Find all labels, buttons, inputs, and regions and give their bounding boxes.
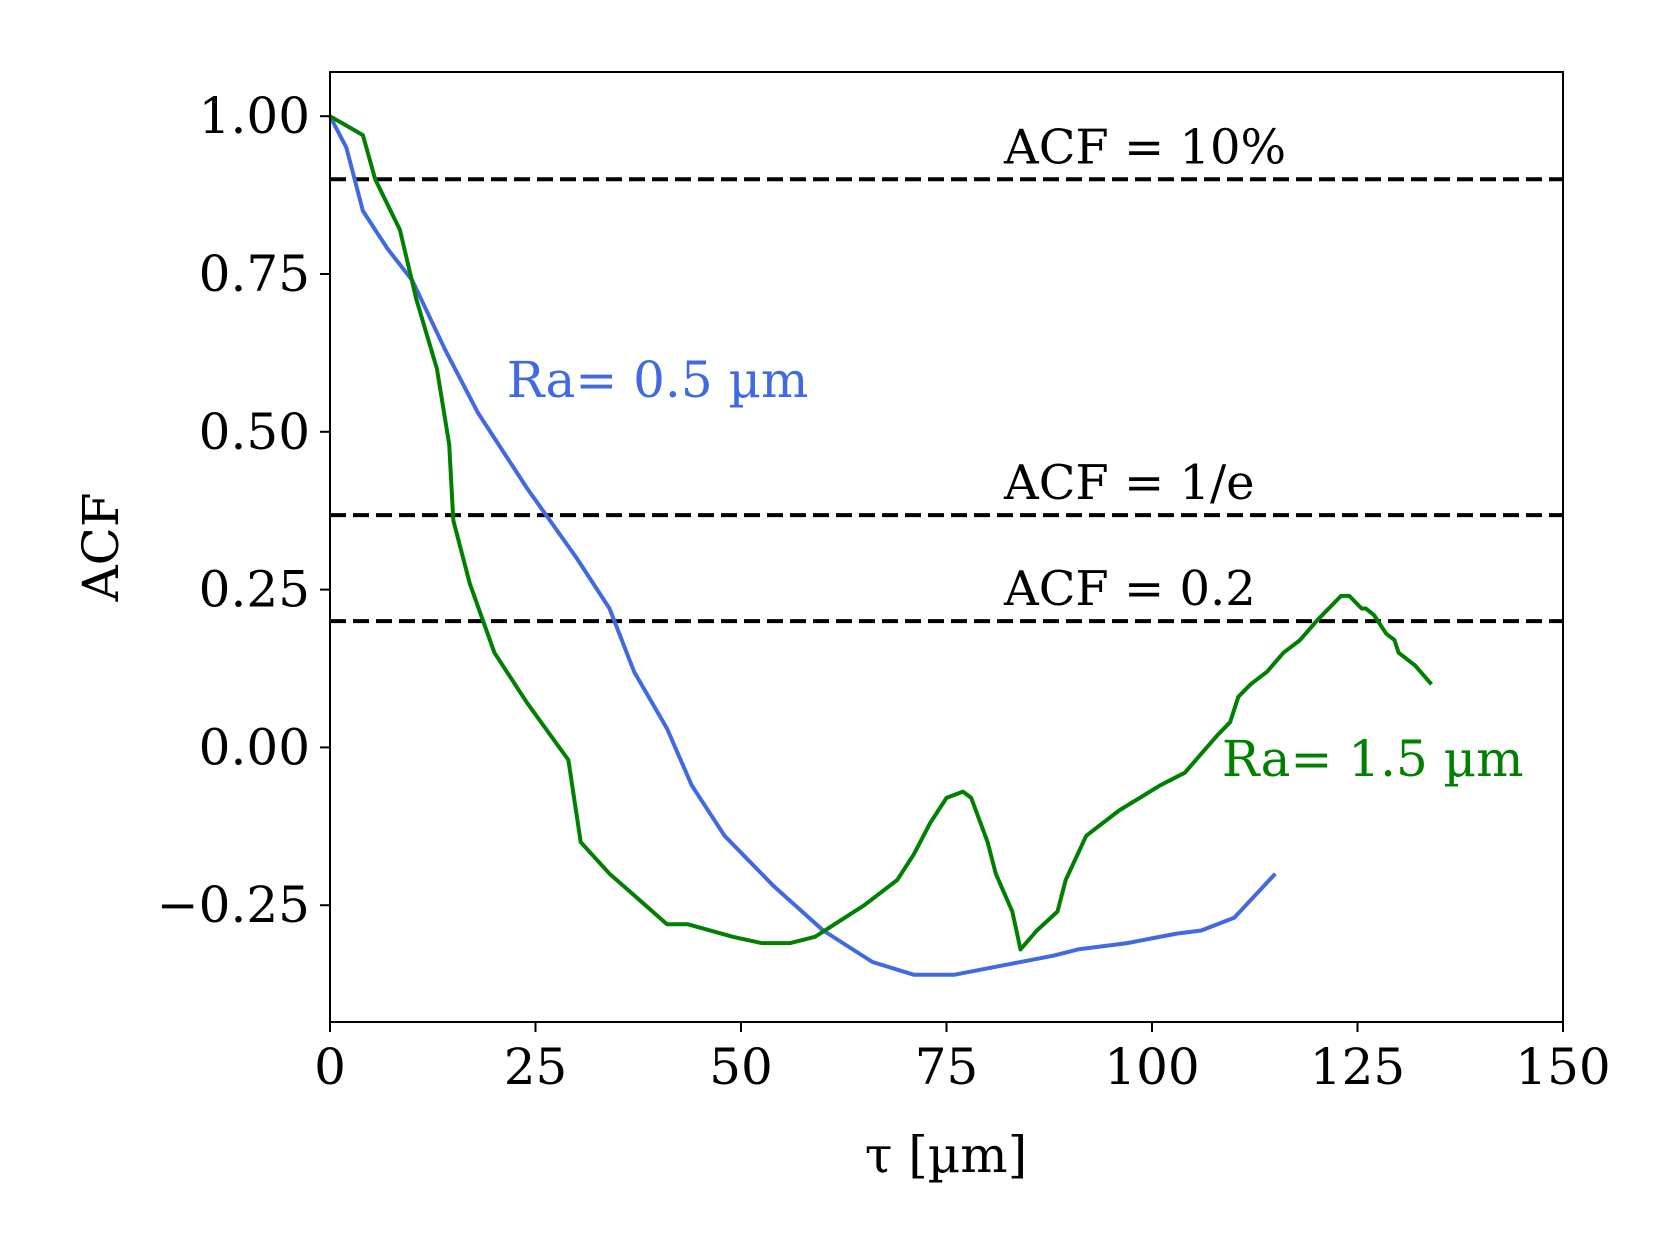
y-tick-label-1: 0.75: [199, 245, 310, 303]
y-tick-label-5: −0.25: [157, 876, 310, 934]
series-labels: Ra= 0.5 µm Ra= 1.5 µm: [507, 351, 1524, 788]
y-tick-label-2: 0.50: [199, 403, 310, 461]
series-line-0: [328, 115, 1277, 977]
reference-label-1: ACF = 1/e: [1003, 455, 1255, 511]
x-tick-label-5: 125: [1310, 1038, 1405, 1096]
y-tick-label-4: 0.00: [199, 718, 310, 776]
reference-label-2: ACF = 0.2: [1003, 561, 1256, 617]
x-axis-title: τ [µm]: [865, 1126, 1027, 1184]
y-tick-label-0: 1.00: [199, 87, 310, 145]
series-lines: [328, 114, 1434, 977]
x-axis-ticks: 0 25 50 75 100 125 150: [314, 1022, 1611, 1096]
reference-lines: [330, 177, 1563, 624]
y-tick-label-3: 0.25: [199, 561, 310, 619]
y-axis-title: ACF: [72, 492, 130, 602]
plot-frame: [329, 71, 1564, 1023]
y-axis-ticks: 1.00 0.75 0.50 0.25 0.00 −0.25: [157, 87, 330, 934]
x-tick-label-2: 50: [709, 1038, 773, 1096]
x-tick-label-1: 25: [504, 1038, 568, 1096]
x-tick-label-6: 150: [1515, 1038, 1610, 1096]
reference-label-0: ACF = 10%: [1003, 119, 1286, 175]
x-tick-label-0: 0: [314, 1038, 346, 1096]
series-line-1: [329, 114, 1434, 952]
series-label-1: Ra= 1.5 µm: [1222, 730, 1524, 788]
reference-labels: ACF = 10% ACF = 1/e ACF = 0.2: [1003, 119, 1286, 617]
series-label-0: Ra= 0.5 µm: [507, 351, 809, 409]
x-tick-label-3: 75: [915, 1038, 979, 1096]
x-tick-label-4: 100: [1104, 1038, 1199, 1096]
